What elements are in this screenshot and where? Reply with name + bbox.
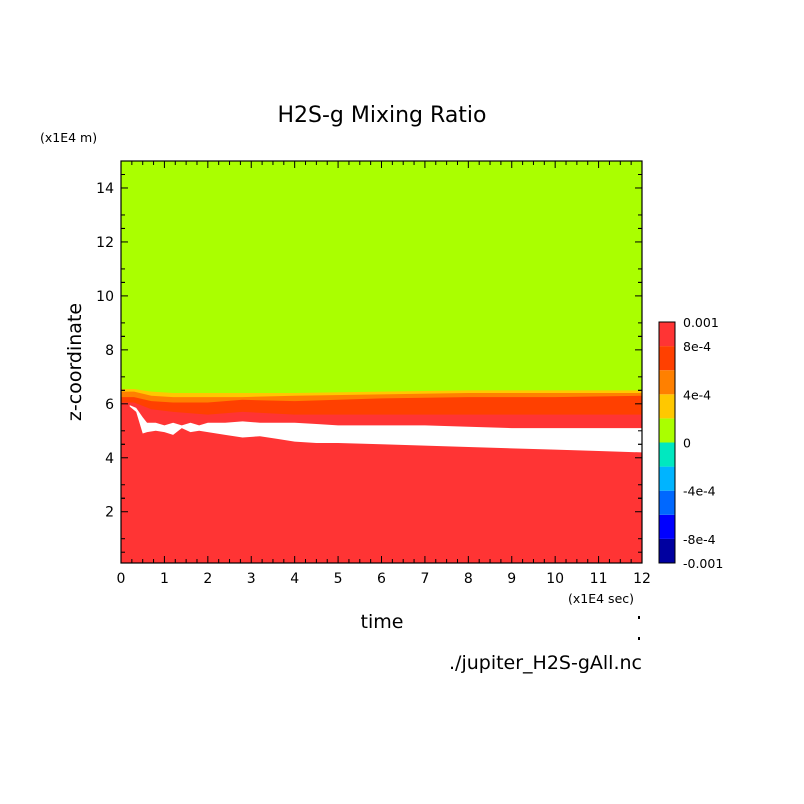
- colorbar-label: -4e-4: [683, 484, 716, 499]
- colorbar-label: -0.001: [683, 556, 723, 571]
- colorbar-swatch-6: [659, 394, 675, 419]
- x-tick-label: 8: [464, 571, 473, 587]
- source-file-label: ./jupiter_H2S-gAll.nc: [449, 652, 642, 674]
- colorbar-swatch-9: [659, 322, 675, 347]
- x-tick-label: 11: [590, 571, 608, 587]
- y-tick-label: 4: [105, 451, 114, 467]
- x-tick-label: 0: [117, 571, 126, 587]
- colorbar-swatch-8: [659, 346, 675, 371]
- x-unit-label: (x1E4 sec): [568, 591, 634, 606]
- x-tick-label: 6: [377, 571, 386, 587]
- y-tick-label: 2: [105, 505, 114, 521]
- colorbar-swatch-2: [659, 490, 675, 515]
- x-axis-label: time: [361, 611, 404, 633]
- colorbar-swatch-5: [659, 418, 675, 443]
- colorbar-label: -8e-4: [683, 532, 716, 547]
- colorbar-label: 0.001: [683, 315, 719, 330]
- y-axis-label: z-coordinate: [64, 303, 86, 421]
- colorbar-label: 0: [683, 436, 691, 451]
- tick-mark-decoration: [638, 637, 640, 640]
- x-tick-label: 1: [160, 571, 169, 587]
- colorbar-swatch-4: [659, 442, 675, 467]
- colorbar-frame: [658, 321, 676, 564]
- chart-title: H2S-g Mixing Ratio: [277, 103, 486, 128]
- colorbar-label: 4e-4: [683, 387, 711, 402]
- y-unit-label: (x1E4 m): [40, 130, 97, 145]
- y-tick-label: 14: [96, 181, 114, 197]
- colorbar-swatch-1: [659, 514, 675, 539]
- x-tick-label: 3: [247, 571, 256, 587]
- tick-mark-decoration: [638, 616, 640, 619]
- x-tick-label: 4: [290, 571, 299, 587]
- colorbar-label: 8e-4: [683, 339, 711, 354]
- x-tick-label: 9: [507, 571, 516, 587]
- colorbar: 0.001 8e-4 4e-4 0 -4e-4 -8e-4 -0.001: [658, 315, 723, 571]
- x-tick-label: 10: [546, 571, 564, 587]
- plot-area: [121, 161, 642, 563]
- y-tick-label: 10: [96, 289, 114, 305]
- y-tick-label: 12: [96, 235, 114, 251]
- x-tick-label: 12: [633, 571, 651, 587]
- x-tick-label: 2: [203, 571, 212, 587]
- x-tick-label: 5: [334, 571, 343, 587]
- y-tick-label: 8: [105, 343, 114, 359]
- colorbar-swatch-3: [659, 466, 675, 491]
- contour-band-white: [129, 405, 642, 453]
- colorbar-swatch-7: [659, 370, 675, 395]
- y-tick-label: 6: [105, 397, 114, 413]
- colorbar-swatch-0: [659, 538, 675, 563]
- x-tick-label: 7: [420, 571, 429, 587]
